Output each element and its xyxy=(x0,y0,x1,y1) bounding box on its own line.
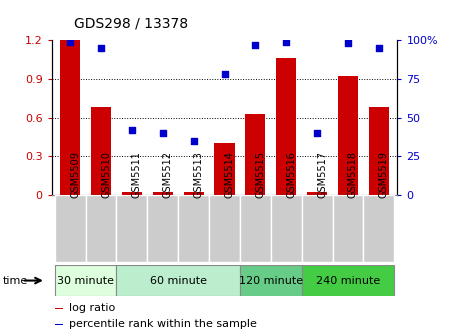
Bar xyxy=(60,40,80,195)
Bar xyxy=(122,192,142,195)
Text: GSM5516: GSM5516 xyxy=(286,151,296,198)
Text: log ratio: log ratio xyxy=(69,303,115,313)
Text: GSM5515: GSM5515 xyxy=(255,151,265,198)
Point xyxy=(66,39,74,45)
Text: time: time xyxy=(2,276,27,286)
Point xyxy=(190,138,197,143)
Bar xyxy=(55,265,116,296)
Text: GSM5514: GSM5514 xyxy=(224,151,234,198)
Bar xyxy=(55,308,63,309)
Text: GSM5519: GSM5519 xyxy=(379,151,389,198)
Bar xyxy=(91,107,111,195)
Text: 120 minute: 120 minute xyxy=(239,276,303,286)
Point xyxy=(313,130,321,136)
Bar xyxy=(240,195,271,262)
Bar xyxy=(55,324,63,325)
Text: GSM5517: GSM5517 xyxy=(317,151,327,198)
Text: GSM5512: GSM5512 xyxy=(163,151,173,198)
Point xyxy=(128,127,136,133)
Point xyxy=(375,45,383,51)
Text: GSM5518: GSM5518 xyxy=(348,151,358,198)
Bar xyxy=(209,195,240,262)
Text: percentile rank within the sample: percentile rank within the sample xyxy=(69,319,256,329)
Point xyxy=(252,42,259,48)
Bar xyxy=(369,107,389,195)
Bar xyxy=(116,265,240,296)
Bar xyxy=(116,195,147,262)
Point xyxy=(344,41,352,46)
Bar xyxy=(338,76,358,195)
Bar xyxy=(147,195,178,262)
Point xyxy=(283,39,290,45)
Point xyxy=(97,45,105,51)
Bar xyxy=(276,58,296,195)
Text: 30 minute: 30 minute xyxy=(57,276,114,286)
Point xyxy=(221,72,228,77)
Point xyxy=(159,130,166,136)
Bar xyxy=(178,195,209,262)
Text: 240 minute: 240 minute xyxy=(316,276,380,286)
Bar xyxy=(153,192,173,195)
Bar xyxy=(184,192,204,195)
Bar xyxy=(240,265,302,296)
Bar xyxy=(307,192,327,195)
Text: GSM5509: GSM5509 xyxy=(70,151,80,198)
Bar xyxy=(55,195,86,262)
Text: GDS298 / 13378: GDS298 / 13378 xyxy=(74,16,188,30)
Bar xyxy=(363,195,394,262)
Text: GSM5510: GSM5510 xyxy=(101,151,111,198)
Bar xyxy=(333,195,363,262)
Bar xyxy=(271,195,302,262)
Bar xyxy=(245,114,265,195)
Bar xyxy=(86,195,116,262)
Text: GSM5513: GSM5513 xyxy=(194,151,204,198)
Text: 60 minute: 60 minute xyxy=(150,276,207,286)
Bar xyxy=(215,143,234,195)
Bar xyxy=(302,195,333,262)
Text: GSM5511: GSM5511 xyxy=(132,151,142,198)
Bar xyxy=(302,265,394,296)
